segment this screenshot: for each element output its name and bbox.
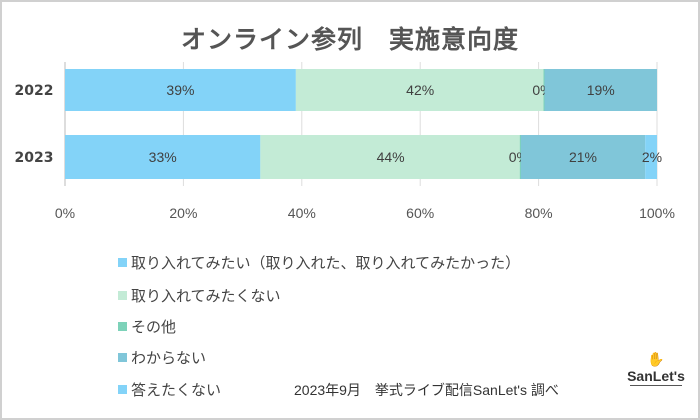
x-tick-label: 60%: [406, 205, 434, 221]
legend-swatch: [118, 322, 127, 331]
bar-segment: [520, 135, 646, 179]
legend-item: その他: [118, 316, 176, 337]
bar-segment-zero: [543, 69, 546, 111]
legend-item: 取り入れてみたい（取り入れた、取り入れてみたかった）: [118, 252, 520, 273]
legend-label: 答えたくない: [131, 381, 222, 399]
x-tick-label: 100%: [639, 205, 675, 221]
category-label: 2023: [15, 150, 54, 166]
legend-swatch: [118, 291, 127, 300]
legend-item: 答えたくない: [118, 379, 221, 400]
x-tick-label: 0%: [55, 205, 75, 221]
legend-item: 取り入れてみたくない: [118, 285, 281, 306]
legend-swatch: [118, 385, 127, 394]
bar-segment: [260, 135, 521, 179]
legend-label: その他: [131, 318, 177, 336]
bar-segment: [65, 69, 296, 111]
legend-label: わからない: [131, 349, 207, 367]
bar-segment: [544, 69, 657, 111]
x-tick-label: 80%: [525, 205, 553, 221]
legend-label: 取り入れてみたい（取り入れた、取り入れてみたかった）: [131, 254, 521, 272]
hand-icon: ✋: [647, 352, 665, 368]
data-label: 19%: [587, 82, 615, 98]
legend-swatch: [118, 353, 127, 362]
data-label: 42%: [406, 82, 434, 98]
data-label: 44%: [377, 149, 405, 165]
bar-segment: [645, 135, 657, 179]
data-label: 21%: [569, 149, 597, 165]
source-note: 2023年9月 挙式ライブ配信SanLet's 調べ: [294, 382, 559, 398]
logo-text: SanLet's: [627, 368, 685, 384]
bar-segment: [295, 69, 545, 111]
bar-segment: [65, 135, 261, 179]
plot-area: 0% 20% 40% 60% 80% 100%2022 39% 42% 0% 19%2023 33%…: [15, 62, 675, 221]
legend-label: 取り入れてみたくない: [131, 287, 281, 305]
data-label: 2%: [642, 149, 662, 165]
category-label: 2022: [15, 83, 54, 99]
x-tick-label: 20%: [169, 205, 197, 221]
chart-title: オンライン参列 実施意向度: [180, 25, 519, 54]
data-label: 39%: [166, 82, 194, 98]
data-label: 33%: [149, 149, 177, 165]
sanlets-logo: ✋ SanLet's: [626, 352, 686, 386]
x-tick-label: 40%: [288, 205, 316, 221]
legend-item: わからない: [118, 347, 206, 368]
bar-segment-zero: [519, 135, 522, 179]
legend-swatch: [118, 258, 127, 267]
